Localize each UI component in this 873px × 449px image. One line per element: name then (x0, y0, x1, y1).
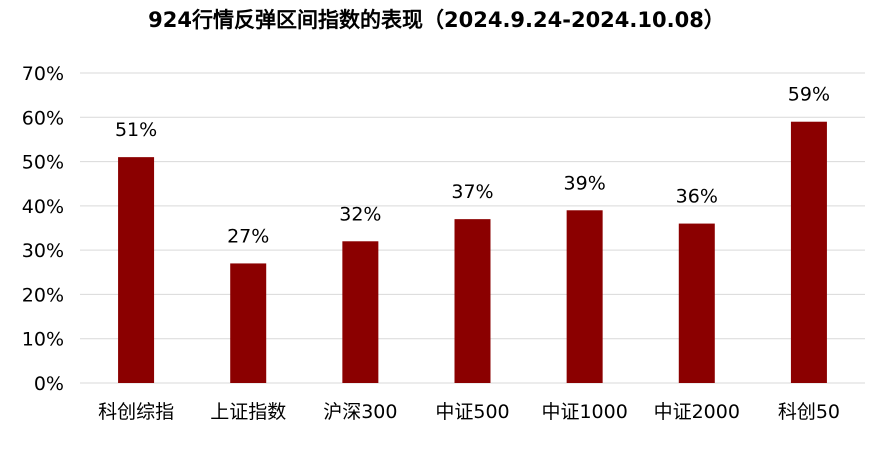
data-labels: 51% 27% 32% 37% 39% 36% 59% (115, 84, 830, 248)
x-category-label: 科创综指 (98, 401, 174, 423)
bar (454, 219, 491, 383)
y-tick-label: 70% (22, 63, 64, 85)
bar (230, 263, 267, 383)
y-axis-ticks: 0% 10% 20% 30% 40% 50% 60% 70% (22, 63, 64, 395)
x-category-label: 上证指数 (210, 401, 286, 423)
bars (118, 121, 827, 383)
x-axis-categories: 科创综指 上证指数 沪深300 中证500 中证1000 中证2000 科创50 (98, 401, 840, 423)
bar (342, 241, 379, 383)
y-tick-label: 0% (34, 373, 64, 395)
data-label: 36% (676, 186, 718, 208)
data-label: 51% (115, 119, 157, 141)
bar (566, 210, 603, 383)
x-category-label: 科创50 (778, 401, 840, 423)
y-tick-label: 20% (22, 284, 64, 306)
bar (678, 223, 715, 383)
data-label: 39% (564, 172, 606, 194)
data-label: 59% (788, 84, 830, 106)
x-category-label: 中证500 (435, 401, 509, 423)
data-label: 37% (451, 181, 493, 203)
y-tick-label: 40% (22, 196, 64, 218)
x-category-label: 中证1000 (541, 401, 627, 423)
y-tick-label: 50% (22, 152, 64, 174)
data-label: 32% (339, 203, 381, 225)
chart-title: 924行情反弹区间指数的表现（2024.9.24-2024.10.08） (148, 8, 725, 32)
y-tick-label: 10% (22, 329, 64, 351)
x-category-label: 中证2000 (654, 401, 740, 423)
bar (118, 157, 155, 383)
y-tick-label: 60% (22, 107, 64, 129)
data-label: 27% (227, 225, 269, 247)
x-category-label: 沪深300 (323, 401, 397, 423)
y-tick-label: 30% (22, 240, 64, 262)
bar (790, 121, 827, 383)
